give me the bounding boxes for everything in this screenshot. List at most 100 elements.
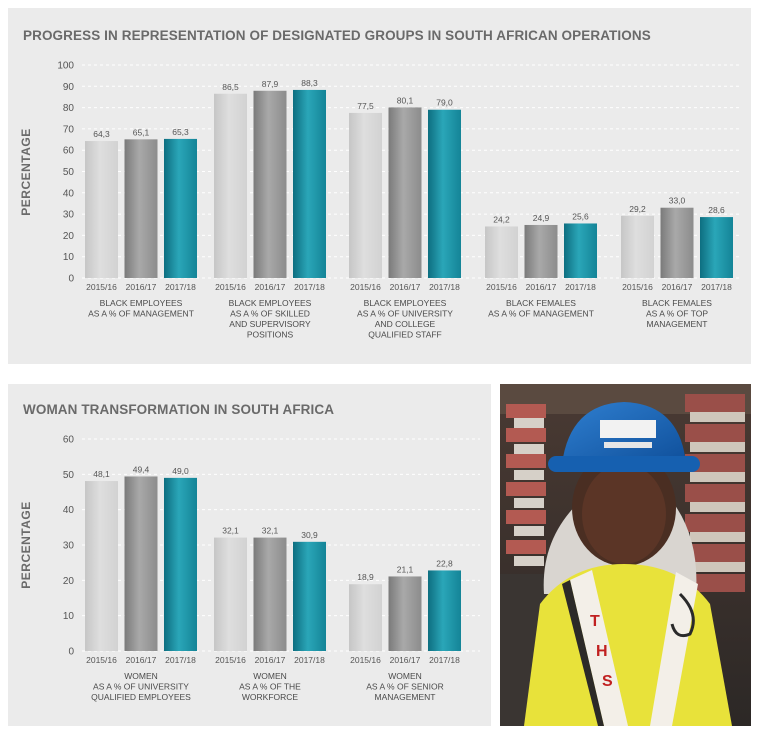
data-label: 32,1 — [222, 526, 239, 536]
y-tick-label: 80 — [63, 103, 75, 114]
x-tick-label: 2015/16 — [486, 282, 517, 292]
data-label: 21,1 — [397, 564, 414, 574]
x-tick-label: 2017/18 — [294, 282, 325, 292]
data-label: 86,5 — [222, 82, 239, 92]
y-axis-label: PERCENTAGE — [19, 501, 33, 588]
worker-photo: T H S — [500, 384, 751, 726]
x-tick-label: 2015/16 — [215, 655, 246, 665]
x-tick-label: 2017/18 — [165, 282, 196, 292]
group-label: BLACK EMPLOYEES — [229, 298, 312, 308]
group-label: AND COLLEGE — [375, 319, 436, 329]
group-label: BLACK EMPLOYEES — [364, 298, 447, 308]
y-tick-label: 100 — [57, 61, 74, 72]
bar — [293, 89, 326, 279]
bar — [164, 477, 197, 651]
x-tick-label: 2017/18 — [294, 655, 325, 665]
group-label: AND SUPERVISORY — [229, 319, 311, 329]
x-tick-label: 2016/17 — [255, 655, 286, 665]
x-tick-label: 2017/18 — [429, 655, 460, 665]
y-tick-label: 30 — [63, 541, 75, 552]
vest-letter-s: S — [602, 673, 613, 690]
x-tick-label: 2017/18 — [165, 655, 196, 665]
group-label: AS A % OF MANAGEMENT — [488, 309, 594, 319]
bar — [524, 224, 558, 278]
group-label: AS A % OF UNIVERSITY — [357, 309, 453, 319]
y-tick-label: 50 — [63, 167, 75, 178]
y-tick-label: 40 — [63, 188, 75, 199]
bar — [253, 90, 287, 278]
group-label: BLACK FEMALES — [642, 298, 712, 308]
bar — [660, 207, 694, 278]
bar — [253, 537, 287, 651]
data-label: 88,3 — [301, 78, 318, 88]
y-tick-label: 50 — [63, 470, 75, 481]
group-label: WOMEN — [124, 671, 158, 681]
data-label: 25,6 — [572, 211, 589, 221]
bar — [293, 541, 326, 651]
y-tick-label: 0 — [68, 274, 74, 285]
data-label: 24,9 — [533, 213, 550, 223]
data-label: 65,1 — [133, 127, 150, 137]
bar — [485, 226, 518, 278]
x-tick-label: 2017/18 — [429, 282, 460, 292]
x-tick-label: 2016/17 — [255, 282, 286, 292]
group-label: AS A % OF UNIVERSITY — [93, 682, 189, 692]
data-label: 32,1 — [262, 526, 279, 536]
group-label: AS A % OF THE — [239, 682, 301, 692]
data-label: 22,8 — [436, 558, 453, 568]
y-tick-label: 40 — [63, 505, 75, 516]
data-label: 18,9 — [357, 572, 374, 582]
group-label: MANAGEMENT — [375, 692, 436, 702]
bar — [428, 570, 461, 651]
y-axis-label: PERCENTAGE — [19, 128, 33, 215]
data-label: 80,1 — [397, 95, 414, 105]
bar — [85, 481, 118, 651]
x-tick-label: 2016/17 — [390, 282, 421, 292]
worker-photo-image: T H S — [500, 384, 751, 726]
data-label: 64,3 — [93, 129, 110, 139]
y-tick-label: 30 — [63, 210, 75, 221]
data-label: 79,0 — [436, 98, 453, 108]
bar — [164, 138, 197, 278]
group-label: WOMEN — [388, 671, 422, 681]
group-label: AS A % OF MANAGEMENT — [88, 309, 194, 319]
x-tick-label: 2017/18 — [565, 282, 596, 292]
bar — [214, 537, 247, 651]
bar — [214, 93, 247, 278]
bar — [621, 215, 654, 278]
x-tick-label: 2016/17 — [526, 282, 557, 292]
y-tick-label: 20 — [63, 576, 75, 587]
x-tick-label: 2016/17 — [126, 655, 157, 665]
x-tick-label: 2015/16 — [215, 282, 246, 292]
bar — [124, 476, 158, 651]
y-tick-label: 20 — [63, 231, 75, 242]
group-label: WORKFORCE — [242, 692, 299, 702]
y-tick-label: 70 — [63, 124, 75, 135]
y-tick-label: 60 — [63, 146, 75, 157]
data-label: 24,2 — [493, 214, 510, 224]
data-label: 77,5 — [357, 101, 374, 111]
vest-letter-t: T — [590, 613, 600, 630]
data-label: 28,6 — [708, 205, 725, 215]
x-tick-label: 2016/17 — [126, 282, 157, 292]
y-tick-label: 0 — [68, 647, 74, 658]
group-label: AS A % OF SENIOR — [366, 682, 443, 692]
group-label: POSITIONS — [247, 330, 294, 340]
bar — [388, 107, 422, 279]
group-label: AS A % OF SKILLED — [230, 309, 310, 319]
x-tick-label: 2017/18 — [701, 282, 732, 292]
bar — [124, 139, 158, 278]
bar — [564, 223, 597, 278]
group-label: AS A % OF TOP — [646, 309, 708, 319]
group-label: BLACK FEMALES — [506, 298, 576, 308]
data-label: 48,1 — [93, 469, 110, 479]
data-label: 65,3 — [172, 127, 189, 137]
y-tick-label: 90 — [63, 82, 75, 93]
group-label: QUALIFIED EMPLOYEES — [91, 692, 191, 702]
x-tick-label: 2015/16 — [86, 282, 117, 292]
data-label: 87,9 — [262, 79, 279, 89]
bar — [349, 112, 382, 278]
group-label: QUALIFIED STAFF — [368, 330, 442, 340]
group-label: BLACK EMPLOYEES — [100, 298, 183, 308]
